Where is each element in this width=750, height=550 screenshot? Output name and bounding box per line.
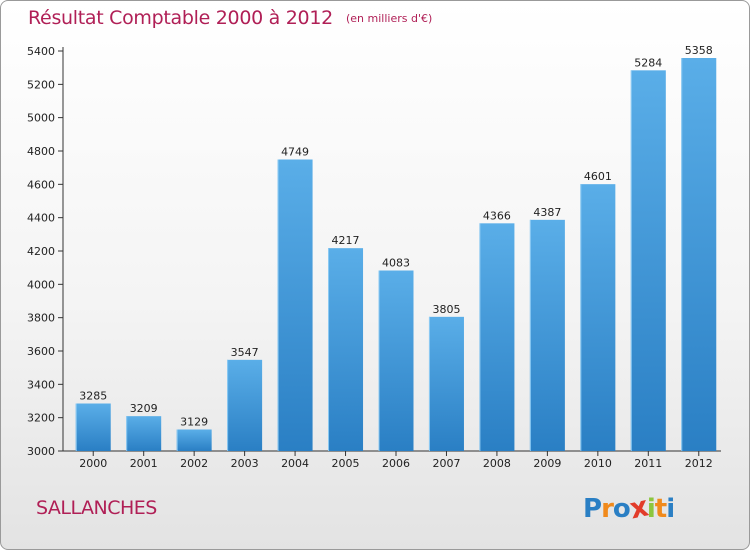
data-label-2008: 4366 — [483, 209, 511, 222]
x-tick-label: 2001 — [130, 457, 158, 470]
data-label-2006: 4083 — [382, 257, 410, 270]
data-label-2003: 3547 — [231, 346, 259, 359]
bar-2003 — [227, 359, 263, 451]
logo-letter: t — [654, 494, 667, 524]
data-label-2009: 4387 — [533, 206, 561, 219]
bar-2000 — [75, 403, 111, 451]
y-tick-label: 3600 — [27, 345, 55, 358]
y-tick-label: 3800 — [27, 312, 55, 325]
bar-2007 — [428, 316, 464, 451]
data-label-2010: 4601 — [584, 170, 612, 183]
x-tick-label: 2010 — [584, 457, 612, 470]
logo-letter: i — [646, 494, 656, 524]
y-tick-label: 4400 — [27, 212, 55, 225]
y-tick-label: 4200 — [27, 245, 55, 258]
logo-letter: P — [583, 494, 602, 524]
x-tick-label: 2002 — [180, 457, 208, 470]
x-tick-label: 2006 — [382, 457, 410, 470]
data-label-2007: 3805 — [432, 303, 460, 316]
bar-2011 — [630, 70, 666, 451]
bar-2002 — [176, 429, 212, 451]
y-tick-label: 3000 — [27, 445, 55, 458]
data-label-2002: 3129 — [180, 416, 208, 429]
data-label-2011: 5284 — [634, 56, 662, 69]
bar-2006 — [378, 270, 414, 451]
x-tick-label: 2007 — [432, 457, 460, 470]
x-tick-label: 2011 — [634, 457, 662, 470]
bar-2005 — [328, 248, 364, 451]
x-tick-label: 2008 — [483, 457, 511, 470]
data-label-2004: 4749 — [281, 146, 309, 159]
chart-title-unit: (en milliers d'€) — [345, 12, 433, 25]
bar-2012 — [681, 58, 717, 451]
chart-title: Résultat Comptable 2000 à 2012 (en milli… — [28, 7, 432, 29]
y-tick-label: 3200 — [27, 412, 55, 425]
chart-title-main: Résultat Comptable 2000 à 2012 — [28, 7, 333, 29]
logo-letter: r — [601, 494, 614, 524]
x-tick-label: 2000 — [79, 457, 107, 470]
y-tick-label: 4000 — [27, 278, 55, 291]
bar-2009 — [529, 219, 565, 451]
proxiti-logo: Proxiti — [583, 490, 675, 526]
data-label-2001: 3209 — [130, 402, 158, 415]
y-tick-label: 5000 — [27, 112, 55, 125]
y-tick-label: 4600 — [27, 178, 55, 191]
bars — [75, 58, 717, 451]
data-label-2012: 5358 — [685, 44, 713, 57]
bar-2010 — [580, 184, 616, 451]
y-tick-label: 5400 — [27, 45, 55, 58]
location-name: SALLANCHES — [36, 497, 157, 519]
value-labels: 3285 3209 3129 3547 4749 4217 4083 3805 4366 4387… — [79, 44, 713, 429]
bar-2001 — [126, 416, 162, 451]
logo-letter: i — [666, 494, 675, 524]
y-tick-label: 3400 — [27, 378, 55, 391]
x-tick-label: 2003 — [231, 457, 259, 470]
y-tick-label: 5200 — [27, 78, 55, 91]
x-tick-label: 2005 — [332, 457, 360, 470]
bar-2008 — [479, 223, 515, 451]
x-tick-label: 2012 — [685, 457, 713, 470]
y-tick-label: 4800 — [27, 145, 55, 158]
bar-2004 — [277, 159, 313, 451]
x-tick-label: 2004 — [281, 457, 309, 470]
data-label-2005: 4217 — [332, 234, 360, 247]
logo-letter: o — [612, 494, 631, 524]
x-tick-label: 2009 — [533, 457, 561, 470]
data-label-2000: 3285 — [79, 390, 107, 403]
